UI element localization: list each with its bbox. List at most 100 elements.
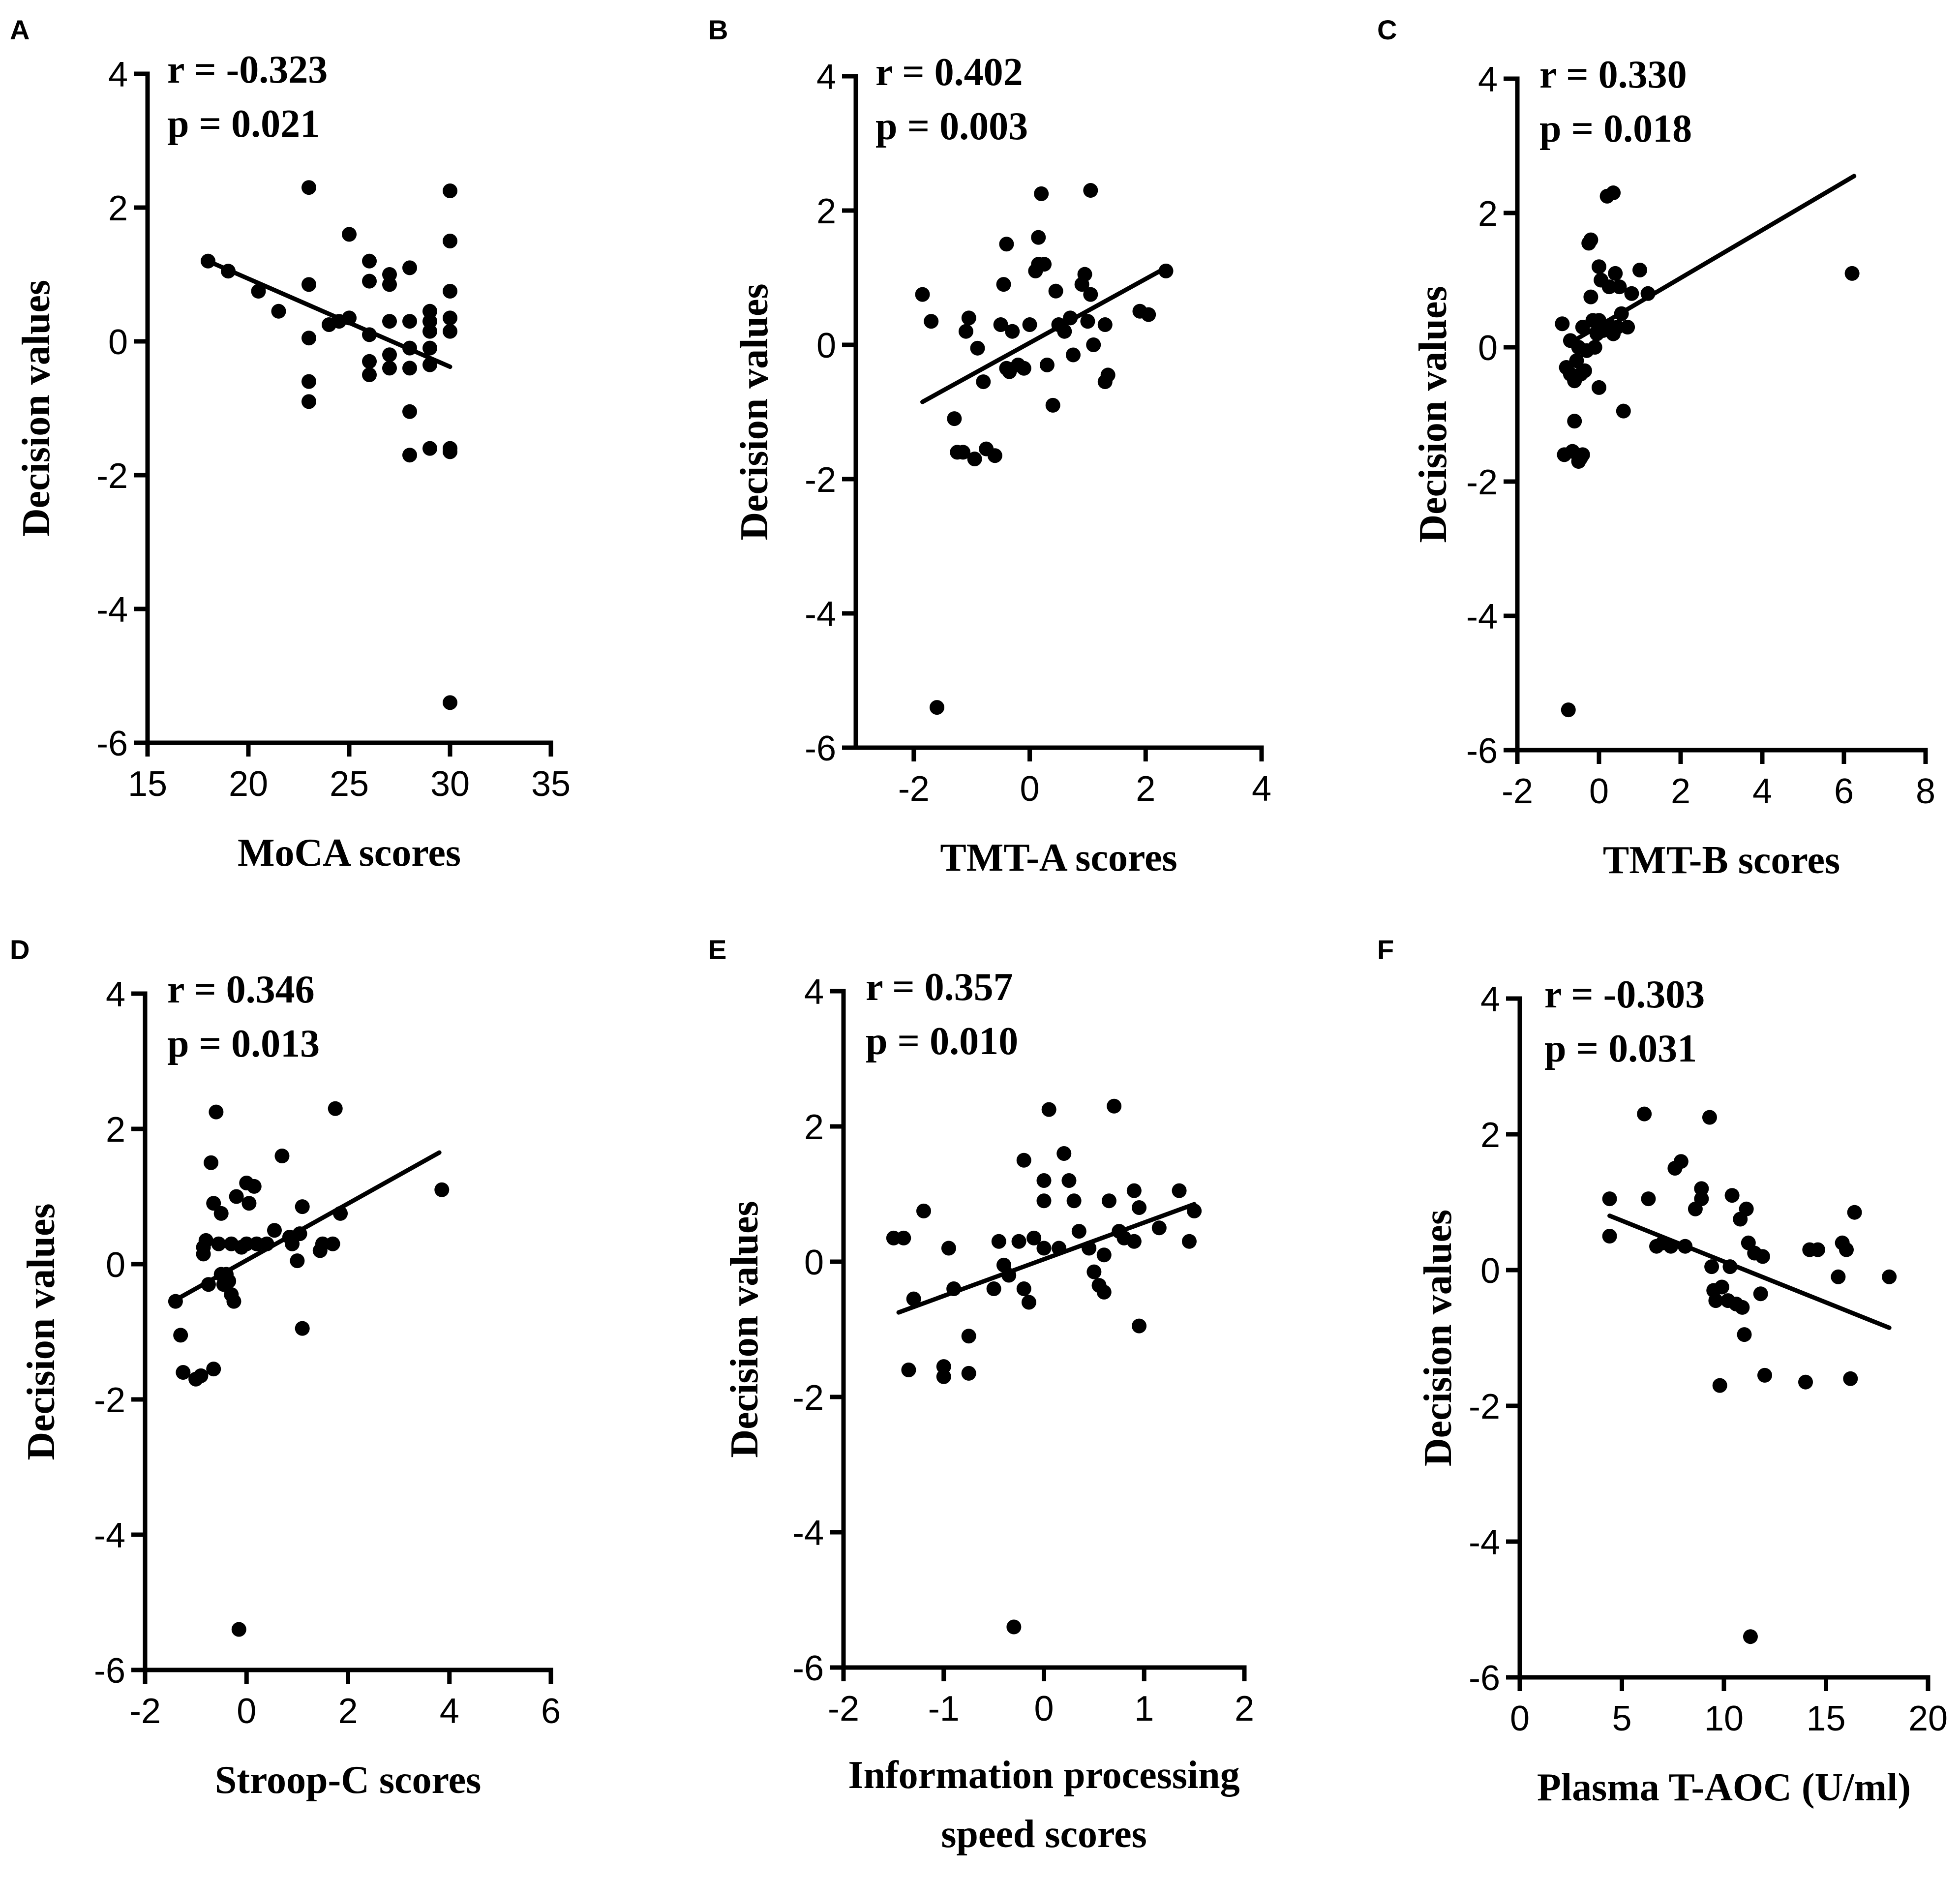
- x-tick-label: 2: [1671, 772, 1690, 811]
- x-tick-label: 15: [1806, 1699, 1845, 1738]
- p-value: p = 0.013: [167, 1022, 320, 1065]
- data-point: [201, 253, 215, 269]
- y-tick-label: -6: [1469, 1659, 1500, 1698]
- x-tick-label: -2: [129, 1692, 161, 1731]
- data-point: [1575, 447, 1590, 462]
- data-point: [1097, 317, 1113, 333]
- data-point: [1673, 1154, 1689, 1169]
- data-point: [325, 1236, 340, 1251]
- data-point: [1052, 1241, 1067, 1256]
- data-point: [1056, 1146, 1072, 1161]
- y-tick-label: -4: [1469, 1523, 1500, 1562]
- data-point: [1045, 397, 1060, 413]
- p-value: p = 0.021: [167, 102, 320, 146]
- x-tick-label: 30: [430, 764, 470, 804]
- data-point: [213, 1206, 229, 1221]
- data-point: [362, 354, 377, 369]
- x-tick-label: 2: [338, 1692, 358, 1731]
- y-tick-label: 4: [106, 975, 125, 1014]
- x-axis-title: TMT-B scores: [1603, 839, 1840, 882]
- data-point: [947, 411, 962, 426]
- panel-letter: D: [10, 934, 30, 965]
- data-point: [1016, 1153, 1031, 1168]
- data-point: [1107, 1098, 1122, 1114]
- data-point: [956, 445, 971, 460]
- data-point: [961, 1365, 976, 1381]
- y-axis-title: Decision values: [15, 280, 58, 537]
- r-value: r = -0.323: [167, 48, 328, 91]
- data-point: [1640, 286, 1656, 301]
- data-point: [1602, 1191, 1617, 1207]
- data-point: [382, 277, 397, 292]
- data-point: [961, 310, 976, 326]
- y-tick-label: 2: [804, 1108, 824, 1147]
- data-point: [1181, 1234, 1197, 1249]
- data-point: [328, 1101, 343, 1116]
- data-point: [1086, 337, 1101, 352]
- data-point: [1637, 1106, 1652, 1122]
- regression-line: [1607, 1214, 1892, 1330]
- data-point: [274, 1149, 290, 1163]
- p-value: p = 0.003: [875, 105, 1028, 148]
- y-tick-label: -6: [1466, 731, 1498, 771]
- data-point: [1061, 1173, 1077, 1188]
- y-tick-label: 0: [816, 326, 836, 365]
- y-axis-title: Decision values: [1412, 286, 1455, 543]
- data-point: [251, 284, 266, 299]
- data-point: [1624, 286, 1639, 301]
- y-tick-label: 2: [816, 192, 836, 231]
- y-tick-label: -4: [96, 590, 128, 630]
- data-point: [402, 314, 417, 329]
- data-point: [173, 1328, 188, 1343]
- data-point: [930, 700, 944, 715]
- x-tick-label: 0: [1589, 772, 1609, 811]
- x-tick-label: 1: [1134, 1689, 1154, 1729]
- data-point: [1065, 347, 1081, 363]
- data-point: [1001, 1268, 1017, 1283]
- data-point: [422, 340, 437, 356]
- data-point: [1016, 1281, 1031, 1296]
- data-point: [1141, 307, 1156, 322]
- y-tick-label: 0: [106, 1245, 125, 1285]
- data-point: [896, 1230, 911, 1245]
- data-point: [1561, 702, 1576, 718]
- data-point: [976, 374, 991, 390]
- data-point: [315, 1236, 330, 1251]
- data-point: [1704, 1259, 1719, 1274]
- data-point: [1735, 1300, 1750, 1315]
- r-value: r = 0.357: [866, 966, 1013, 1009]
- x-tick-label: -1: [928, 1689, 960, 1729]
- x-tick-label: 20: [1908, 1699, 1948, 1738]
- data-point: [249, 1236, 264, 1251]
- r-value: r = 0.330: [1539, 53, 1687, 96]
- data-point: [1082, 1241, 1097, 1256]
- data-point: [1021, 1295, 1036, 1310]
- data-point: [402, 260, 417, 275]
- data-point: [1083, 183, 1098, 198]
- y-tick-label: 2: [106, 1110, 125, 1150]
- y-tick-label: -2: [1466, 463, 1498, 502]
- data-point: [196, 1246, 211, 1262]
- data-point: [362, 253, 377, 269]
- data-point: [259, 1236, 274, 1251]
- data-point: [1011, 1234, 1026, 1249]
- data-point: [1601, 279, 1617, 295]
- data-point: [206, 1362, 221, 1377]
- x-tick-label: 15: [128, 764, 167, 804]
- data-point: [1620, 320, 1635, 335]
- data-point: [226, 1294, 241, 1309]
- data-point: [1005, 324, 1020, 339]
- x-tick-label: 0: [237, 1692, 256, 1731]
- data-point: [1712, 1378, 1727, 1393]
- data-point: [993, 317, 1008, 333]
- data-point: [206, 1196, 221, 1211]
- data-point: [443, 234, 457, 248]
- data-point: [1882, 1269, 1897, 1284]
- y-tick-label: -2: [792, 1378, 824, 1418]
- data-point: [285, 1236, 300, 1251]
- data-point: [1026, 1230, 1042, 1245]
- data-point: [443, 324, 457, 339]
- data-point: [201, 1277, 216, 1292]
- data-point: [1083, 287, 1098, 302]
- data-point: [1798, 1374, 1813, 1390]
